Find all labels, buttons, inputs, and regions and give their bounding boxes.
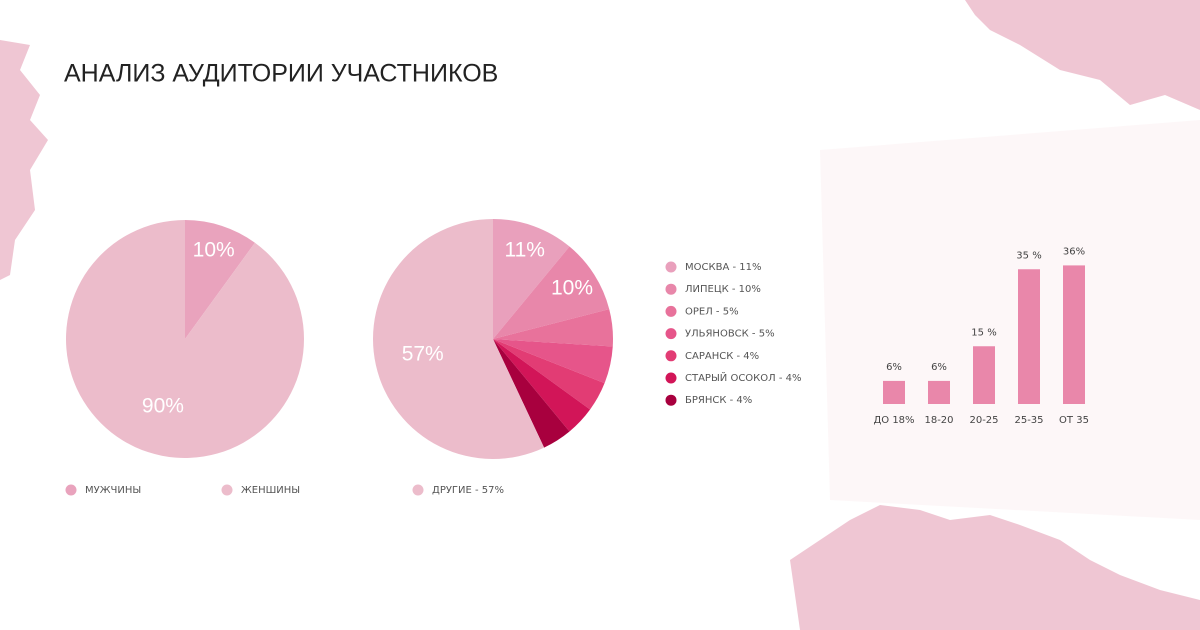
pie-slice xyxy=(66,220,304,458)
legend-label: ДРУГИЕ - 57% xyxy=(432,485,504,496)
legend-label: СТАРЫЙ ОСОКОЛ - 4% xyxy=(685,371,802,384)
pie-slice xyxy=(493,309,613,347)
slide-title: АНАЛИЗ АУДИТОРИИ УЧАСТНИКОВ xyxy=(64,60,498,88)
pie-slice xyxy=(493,246,610,339)
legend-label: САРАНСК - 4% xyxy=(685,351,759,362)
pie-slice xyxy=(373,219,545,460)
x-tick-label: 25-35 xyxy=(1014,415,1043,426)
legend-label: ОРЕЛ - 5% xyxy=(685,306,739,317)
slice-label: 57% xyxy=(402,342,444,365)
pie-slice xyxy=(493,339,613,384)
legend-label: УЛЬЯНОВСК - 5% xyxy=(685,329,775,340)
pie-slice xyxy=(493,339,605,410)
legend-label: ЖЕНШИНЫ xyxy=(241,485,300,496)
legend-marker xyxy=(65,484,77,496)
legend-label: ЛИПЕЦК - 10% xyxy=(685,284,761,295)
legend-marker xyxy=(665,350,677,362)
legend-marker xyxy=(665,394,677,406)
legend-label: БРЯНСК - 4% xyxy=(685,395,752,406)
pie-slice xyxy=(493,339,591,432)
legend-marker xyxy=(412,484,424,496)
slice-label: 90% xyxy=(142,394,184,417)
slice-label: 11% xyxy=(504,238,544,261)
pie-slice xyxy=(185,220,255,339)
x-tick-label: ОТ 35 xyxy=(1059,415,1089,426)
bar-value-label: 6% xyxy=(931,362,947,373)
bar xyxy=(928,380,950,404)
slice-label: 10% xyxy=(193,238,235,261)
legend-label: МУЖЧИНЫ xyxy=(85,485,141,496)
legend-label: МОСКВА - 11% xyxy=(685,262,761,273)
bar-value-label: 6% xyxy=(886,362,902,373)
legend-marker xyxy=(665,305,677,317)
bar-value-label: 36% xyxy=(1063,246,1085,257)
legend-marker xyxy=(665,261,677,273)
pie-slice xyxy=(493,339,570,448)
x-tick-label: ДО 18% xyxy=(873,415,914,426)
bar xyxy=(1063,265,1085,404)
bar xyxy=(883,380,905,404)
legend-marker xyxy=(221,484,233,496)
legend-marker xyxy=(665,328,677,340)
legend-marker xyxy=(665,372,677,384)
x-tick-label: 20-25 xyxy=(969,415,998,426)
pie-slice xyxy=(493,219,570,339)
slice-label: 10% xyxy=(551,276,593,299)
bar xyxy=(1018,269,1040,404)
legend-marker xyxy=(665,283,677,295)
bar xyxy=(973,346,995,404)
bar-value-label: 15 % xyxy=(971,327,996,338)
bar-value-label: 35 % xyxy=(1016,250,1041,261)
x-tick-label: 18-20 xyxy=(924,415,953,426)
